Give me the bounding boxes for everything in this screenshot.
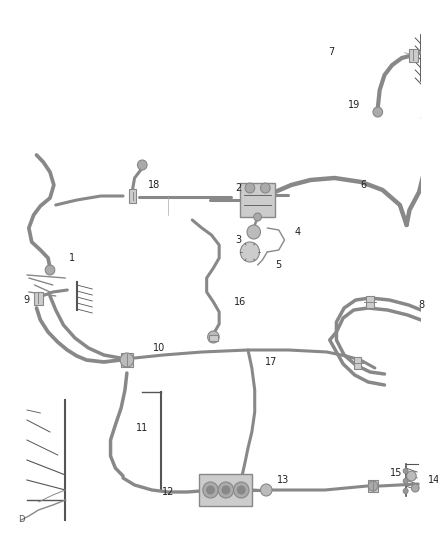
- Text: 6: 6: [360, 180, 367, 190]
- Circle shape: [245, 183, 255, 193]
- Bar: [368, 480, 378, 492]
- Text: 4: 4: [295, 227, 301, 237]
- Text: 1: 1: [69, 253, 75, 263]
- Bar: [354, 357, 361, 369]
- Text: 16: 16: [234, 297, 247, 307]
- Circle shape: [368, 481, 378, 491]
- Circle shape: [207, 486, 214, 494]
- Circle shape: [254, 213, 261, 221]
- Circle shape: [406, 471, 416, 481]
- Circle shape: [222, 486, 230, 494]
- Bar: [121, 353, 133, 367]
- Circle shape: [411, 484, 419, 492]
- Circle shape: [240, 242, 260, 262]
- Text: D: D: [18, 515, 25, 524]
- Text: 18: 18: [148, 180, 160, 190]
- Text: 15: 15: [390, 468, 402, 478]
- Circle shape: [233, 482, 249, 498]
- Text: 11: 11: [136, 423, 148, 433]
- Bar: [34, 292, 43, 304]
- Text: 10: 10: [152, 343, 165, 353]
- Text: 19: 19: [348, 100, 360, 110]
- Circle shape: [208, 331, 219, 343]
- Circle shape: [138, 160, 147, 170]
- Circle shape: [403, 479, 408, 483]
- Bar: [366, 296, 374, 308]
- Text: 14: 14: [428, 475, 438, 485]
- Circle shape: [45, 265, 55, 275]
- Circle shape: [403, 489, 408, 494]
- Text: 17: 17: [265, 357, 277, 367]
- Circle shape: [261, 183, 270, 193]
- Text: 2: 2: [235, 183, 241, 193]
- Text: 13: 13: [277, 475, 290, 485]
- Bar: [409, 49, 418, 61]
- Circle shape: [203, 482, 218, 498]
- Text: 12: 12: [162, 487, 174, 497]
- Circle shape: [120, 353, 134, 367]
- Bar: [240, 183, 275, 217]
- Bar: [208, 335, 218, 341]
- Circle shape: [247, 225, 261, 239]
- Circle shape: [218, 482, 233, 498]
- Text: 7: 7: [328, 47, 335, 57]
- Bar: [129, 189, 137, 203]
- Text: 5: 5: [276, 260, 282, 270]
- Circle shape: [237, 486, 245, 494]
- Circle shape: [261, 484, 272, 496]
- Text: 9: 9: [24, 295, 30, 305]
- Bar: [199, 474, 252, 506]
- Circle shape: [403, 469, 408, 473]
- Circle shape: [373, 107, 382, 117]
- Text: 8: 8: [418, 300, 424, 310]
- Text: 3: 3: [235, 235, 241, 245]
